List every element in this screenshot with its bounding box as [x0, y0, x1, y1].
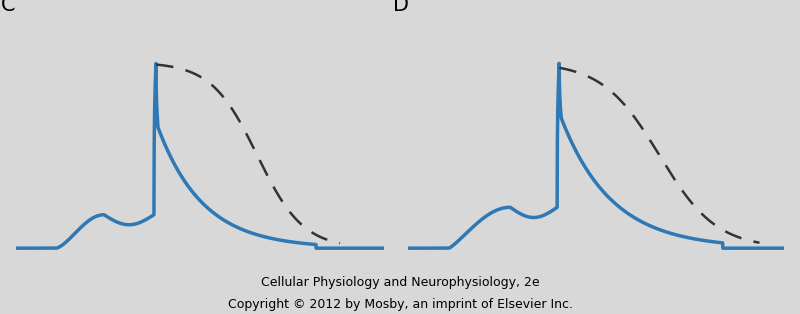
- Text: D: D: [393, 0, 409, 15]
- Text: Copyright © 2012 by Mosby, an imprint of Elsevier Inc.: Copyright © 2012 by Mosby, an imprint of…: [227, 298, 573, 311]
- Text: Cellular Physiology and Neurophysiology, 2e: Cellular Physiology and Neurophysiology,…: [261, 276, 539, 289]
- Text: C: C: [2, 0, 16, 15]
